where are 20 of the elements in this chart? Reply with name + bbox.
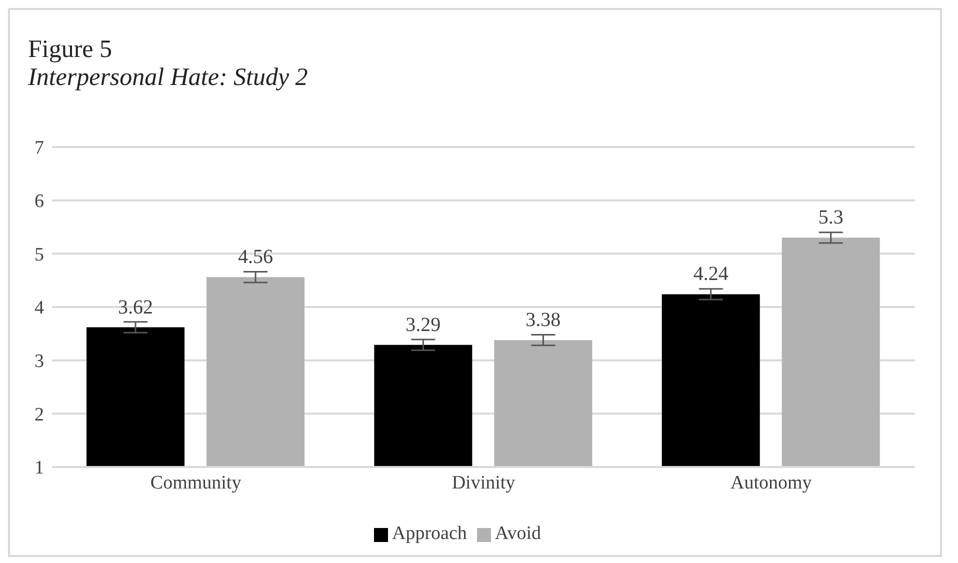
legend-label: Approach [392,523,467,544]
y-tick-label: 1 [34,458,44,479]
data-label: 4.24 [693,263,728,286]
legend-label: Avoid [494,523,541,544]
y-tick-label: 7 [34,138,44,159]
data-label: 5.3 [818,206,844,229]
data-label: 4.56 [238,246,274,268]
y-tick-label: 2 [34,404,44,426]
y-tick-label: 4 [34,298,44,319]
chart-subtitle: Interpersonal Hate: Study 2 [28,64,308,92]
data-label: 3.29 [406,314,441,336]
x-tick-label: Community [150,472,242,494]
y-tick-label: 5 [34,244,44,266]
y-tick-label: 6 [34,191,44,212]
data-label: 3.38 [526,309,561,332]
x-tick-label: Autonomy [730,472,812,494]
data-label: 3.62 [118,296,154,318]
chart-title: Figure 5 [28,36,114,64]
x-tick-label: Divinity [452,472,516,494]
y-tick-label: 3 [34,351,44,372]
